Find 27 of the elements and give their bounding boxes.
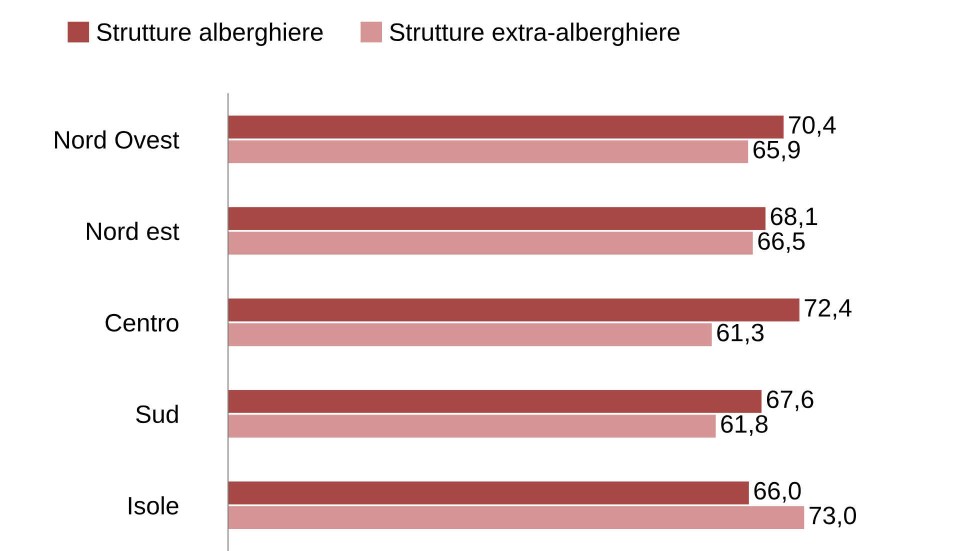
legend-label: Strutture alberghiere <box>97 22 323 46</box>
bar <box>228 116 784 138</box>
data-label: 61,8 <box>721 415 768 436</box>
data-label: 61,3 <box>717 324 764 344</box>
data-label: 66,0 <box>754 482 801 503</box>
y-tick-label: Isole <box>128 496 178 515</box>
data-label: 68,1 <box>770 208 818 228</box>
data-label: 66,5 <box>758 232 805 253</box>
data-label: 67,6 <box>766 390 814 412</box>
bar <box>228 323 712 346</box>
bar <box>228 506 804 530</box>
data-label: 70,4 <box>789 116 836 137</box>
legend-label: Strutture extra-alberghiere <box>390 22 680 46</box>
y-tick-label: Sud <box>136 404 178 424</box>
bar <box>228 140 748 164</box>
bar <box>228 414 716 438</box>
bar <box>228 298 800 322</box>
bar <box>228 232 753 255</box>
data-label: 65,9 <box>754 140 800 162</box>
bar <box>228 207 766 230</box>
y-tick-label: Nord est <box>86 222 180 240</box>
data-label: 72,4 <box>804 298 852 320</box>
data-label: 73,0 <box>810 506 856 528</box>
y-tick-label: Nord Ovest <box>55 130 180 149</box>
bar <box>228 481 749 504</box>
bar <box>228 390 762 413</box>
y-tick-label: Centro <box>106 314 178 332</box>
